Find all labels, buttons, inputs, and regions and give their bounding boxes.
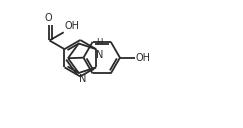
Text: O: O	[44, 13, 52, 23]
Text: OH: OH	[65, 21, 80, 31]
Text: OH: OH	[136, 53, 151, 63]
Text: H: H	[96, 38, 103, 47]
Text: N: N	[96, 50, 104, 60]
Text: N: N	[79, 74, 87, 84]
